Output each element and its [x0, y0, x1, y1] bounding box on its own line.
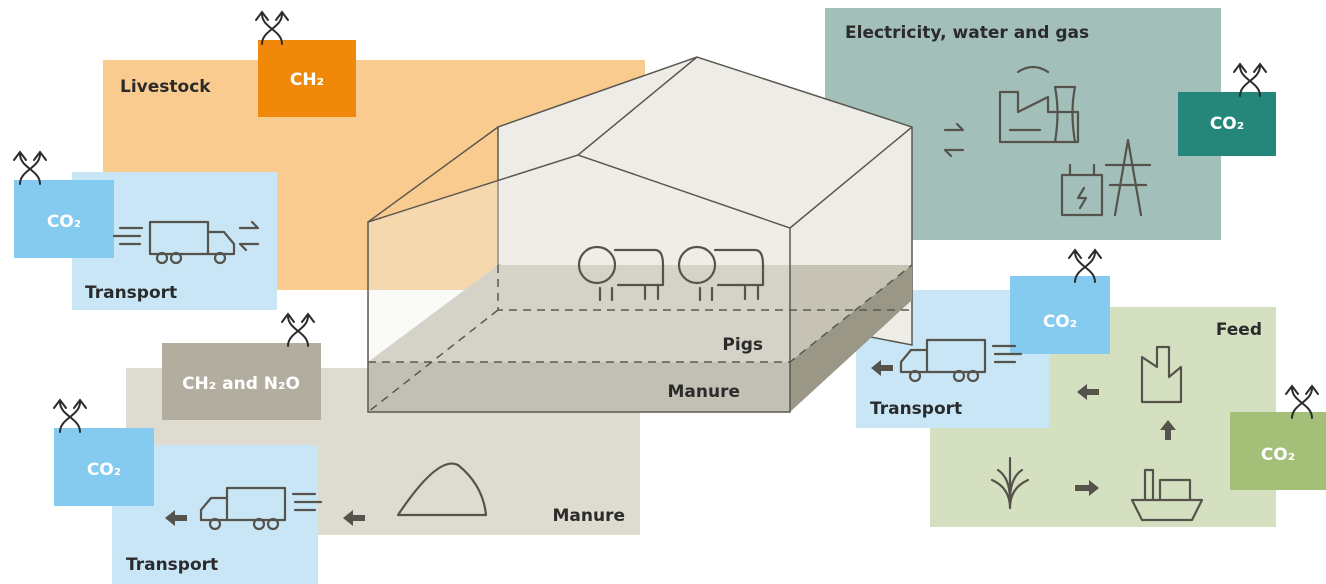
transport-label: Transport — [126, 555, 218, 575]
co2-box — [1178, 92, 1276, 156]
arrow — [1075, 480, 1099, 496]
ship-icon — [1130, 468, 1204, 522]
ch2-n2o-label: CH₂ and N₂O — [182, 374, 300, 394]
factory-icon — [998, 65, 1080, 144]
emission-icon — [255, 11, 289, 45]
co2-box — [1230, 412, 1326, 490]
co2-label: CO₂ — [1261, 445, 1295, 465]
pigs-label: Pigs — [722, 335, 763, 355]
factory-icon — [1140, 345, 1183, 404]
co2-label: CO₂ — [47, 212, 81, 232]
wheat-icon — [990, 456, 1030, 510]
exchange-icon — [943, 122, 965, 158]
co2-box — [54, 428, 154, 506]
arrow — [1160, 420, 1176, 440]
manure-pile-icon — [396, 462, 488, 517]
co2-box — [1010, 276, 1110, 354]
feed-label: Feed — [1216, 320, 1262, 340]
emission-icon — [1233, 63, 1267, 97]
ch2-n2o-box — [162, 343, 321, 420]
emission-icon — [13, 151, 47, 185]
utilities-label: Electricity, water and gas — [845, 23, 1089, 43]
ch2-box — [258, 40, 356, 117]
manure-label: Manure — [552, 506, 625, 526]
co2-label: CO₂ — [87, 460, 121, 480]
emission-icon — [53, 399, 87, 433]
transport-label: Transport — [870, 399, 962, 419]
livestock-label: Livestock — [120, 77, 211, 97]
co2-label: CO₂ — [1043, 312, 1077, 332]
barn-manure-label: Manure — [667, 382, 740, 402]
ch2-label: CH₂ — [290, 70, 324, 90]
co2-box — [14, 180, 114, 258]
power-icon — [1060, 138, 1152, 217]
co2-label: CO₂ — [1210, 114, 1244, 134]
transport-label: Transport — [85, 283, 177, 303]
barn — [367, 56, 913, 413]
emission-icon — [281, 313, 315, 347]
exchange-icon — [238, 220, 260, 252]
